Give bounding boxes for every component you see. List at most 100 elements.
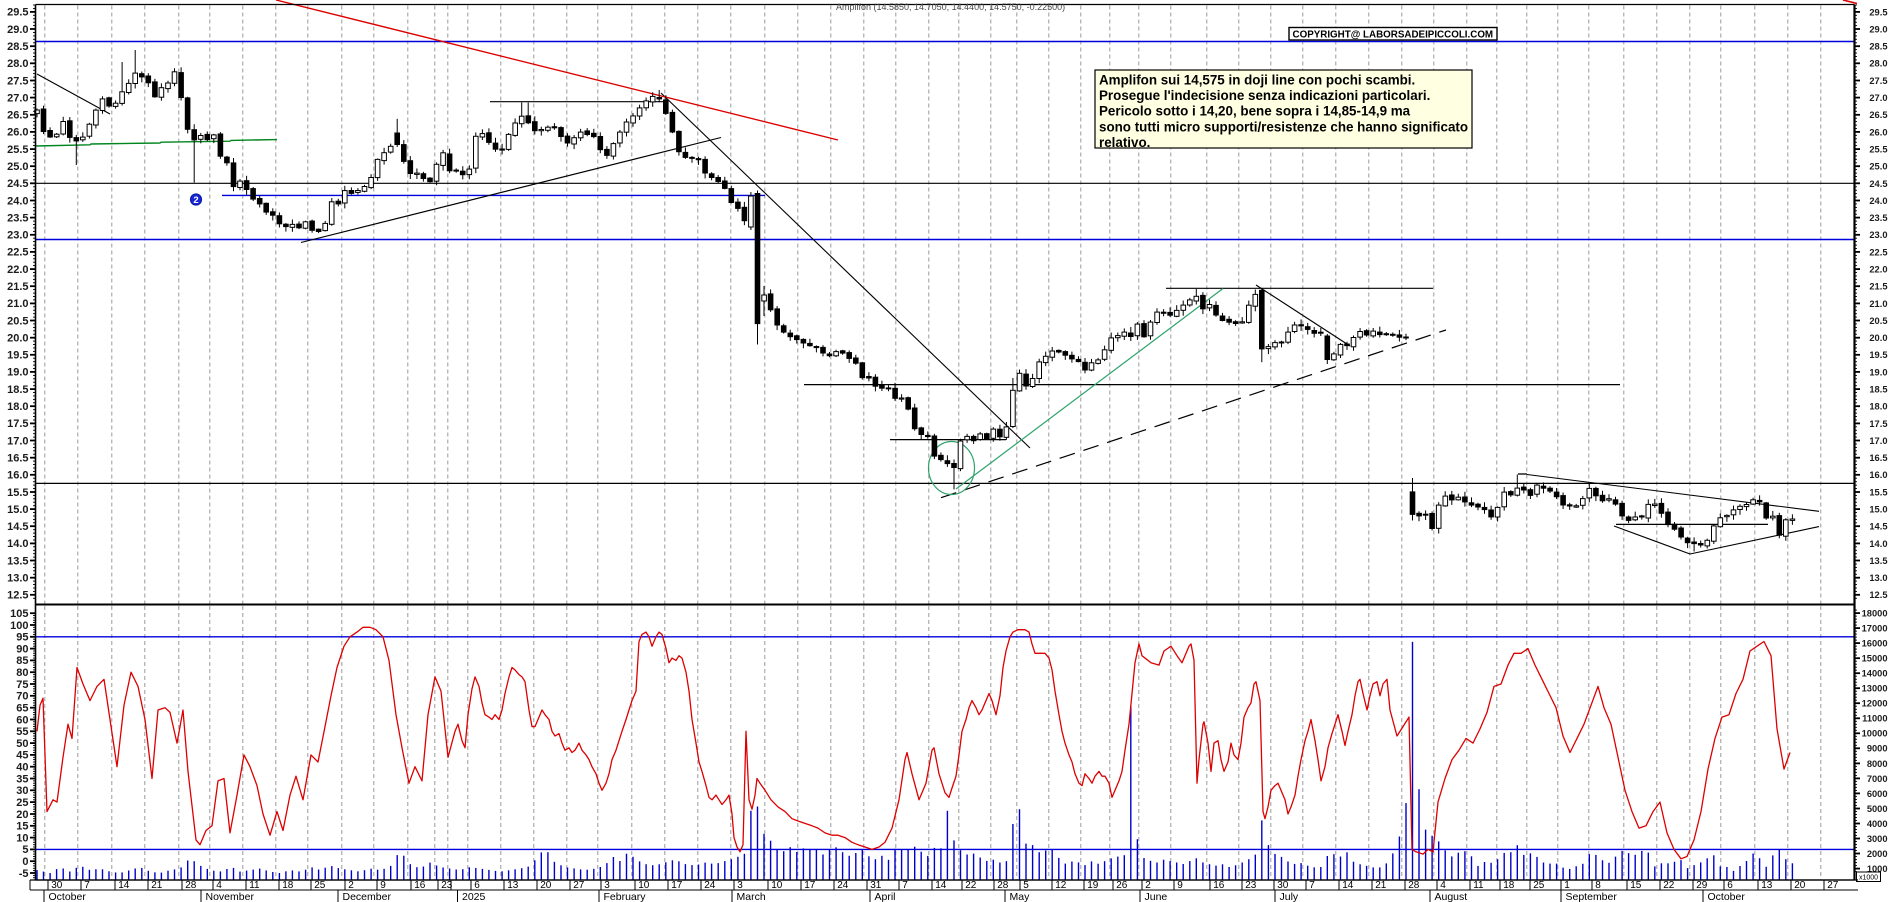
svg-text:25.5: 25.5: [7, 144, 28, 156]
svg-text:4: 4: [1440, 880, 1446, 891]
svg-text:5000: 5000: [1867, 804, 1888, 814]
svg-text:35: 35: [16, 773, 28, 785]
svg-text:17: 17: [671, 880, 683, 891]
svg-text:65: 65: [16, 703, 28, 715]
svg-text:15: 15: [16, 821, 28, 833]
svg-text:95: 95: [16, 632, 28, 644]
svg-text:28: 28: [997, 880, 1009, 891]
svg-text:30: 30: [51, 880, 63, 891]
svg-text:15.0: 15.0: [1869, 505, 1887, 515]
svg-text:28.5: 28.5: [1869, 42, 1887, 52]
svg-text:28: 28: [185, 880, 197, 891]
svg-text:16.5: 16.5: [1869, 453, 1887, 463]
svg-text:22.5: 22.5: [1869, 247, 1887, 257]
svg-text:26.5: 26.5: [1869, 110, 1887, 120]
svg-text:20: 20: [16, 809, 28, 821]
svg-text:21.0: 21.0: [7, 298, 28, 310]
svg-text:6: 6: [1727, 880, 1733, 891]
svg-text:5: 5: [22, 844, 28, 856]
svg-text:30: 30: [1277, 880, 1289, 891]
svg-text:21.0: 21.0: [1869, 299, 1887, 309]
svg-text:9: 9: [1177, 880, 1183, 891]
svg-text:21.5: 21.5: [1869, 282, 1887, 292]
svg-text:4: 4: [216, 880, 222, 891]
svg-text:17000: 17000: [1862, 624, 1888, 634]
svg-text:sono tutti micro supporti/resi: sono tutti micro supporti/resistenze che…: [1099, 119, 1468, 134]
svg-text:20.5: 20.5: [7, 315, 28, 327]
svg-text:6: 6: [474, 880, 480, 891]
svg-text:11: 11: [1473, 880, 1484, 891]
svg-text:29: 29: [1696, 880, 1708, 891]
svg-text:9000: 9000: [1867, 744, 1888, 754]
svg-text:25: 25: [1533, 880, 1545, 891]
svg-text:1: 1: [1564, 880, 1570, 891]
svg-text:7: 7: [902, 880, 908, 891]
svg-text:18.5: 18.5: [1869, 385, 1887, 395]
svg-text:10: 10: [638, 880, 650, 891]
svg-text:May: May: [1010, 891, 1031, 902]
svg-text:20: 20: [540, 880, 552, 891]
svg-text:x1000: x1000: [1859, 875, 1878, 882]
svg-text:3: 3: [604, 880, 610, 891]
svg-text:20.0: 20.0: [1869, 333, 1887, 343]
svg-text:6000: 6000: [1867, 789, 1888, 799]
svg-text:15: 15: [1630, 880, 1642, 891]
svg-text:25.0: 25.0: [1869, 162, 1887, 172]
svg-text:12000: 12000: [1862, 699, 1888, 709]
svg-text:Prosegue l'indecisione senza i: Prosegue l'indecisione senza indicazioni…: [1099, 88, 1430, 103]
svg-text:28: 28: [1408, 880, 1420, 891]
svg-text:8: 8: [1595, 880, 1601, 891]
svg-text:7000: 7000: [1867, 774, 1888, 784]
svg-text:12.5: 12.5: [7, 590, 28, 602]
svg-text:13000: 13000: [1862, 684, 1888, 694]
svg-text:22: 22: [965, 880, 977, 891]
svg-text:13: 13: [1761, 880, 1773, 891]
svg-text:25.5: 25.5: [1869, 145, 1887, 155]
svg-text:July: July: [1280, 891, 1299, 902]
svg-text:26.0: 26.0: [7, 127, 28, 139]
svg-text:14.0: 14.0: [7, 538, 28, 550]
svg-text:28.5: 28.5: [7, 41, 28, 53]
svg-text:80: 80: [16, 667, 28, 679]
svg-text:28.0: 28.0: [1869, 59, 1887, 69]
svg-text:23.0: 23.0: [1869, 230, 1887, 240]
svg-text:12: 12: [1055, 880, 1067, 891]
svg-text:60: 60: [16, 714, 28, 726]
svg-text:28.0: 28.0: [7, 58, 28, 70]
svg-text:October: October: [1708, 891, 1746, 902]
svg-text:29.0: 29.0: [7, 24, 28, 36]
svg-text:18: 18: [1503, 880, 1515, 891]
svg-text:50: 50: [16, 738, 28, 750]
svg-text:19.5: 19.5: [1869, 350, 1887, 360]
svg-text:24.5: 24.5: [1869, 179, 1887, 189]
svg-text:27.0: 27.0: [1869, 93, 1887, 103]
svg-text:75: 75: [16, 679, 28, 691]
svg-text:9: 9: [380, 880, 386, 891]
svg-text:17.0: 17.0: [1869, 436, 1887, 446]
svg-text:10000: 10000: [1862, 729, 1888, 739]
svg-text:22.5: 22.5: [7, 247, 28, 259]
svg-text:3000: 3000: [1867, 834, 1888, 844]
svg-text:Amplifon (14.5850, 14.7050, 14: Amplifon (14.5850, 14.7050, 14.4400, 14.…: [836, 2, 1065, 12]
svg-text:Amplifon sui 14,575 in doji li: Amplifon sui 14,575 in doji line con poc…: [1099, 73, 1415, 88]
svg-text:17.0: 17.0: [7, 435, 28, 447]
svg-text:2: 2: [1145, 880, 1151, 891]
svg-text:19.0: 19.0: [1869, 367, 1887, 377]
svg-text:February: February: [604, 891, 647, 902]
svg-text:Pericolo sotto i 14,20, bene s: Pericolo sotto i 14,20, bene sopra i 14,…: [1099, 104, 1411, 119]
svg-text:13.5: 13.5: [7, 555, 28, 567]
svg-text:25.0: 25.0: [7, 161, 28, 173]
svg-text:27.0: 27.0: [7, 92, 28, 104]
svg-text:August: August: [1435, 891, 1468, 902]
svg-text:15.5: 15.5: [7, 487, 28, 499]
svg-text:14: 14: [1342, 880, 1354, 891]
svg-text:December: December: [343, 891, 392, 902]
svg-text:18: 18: [282, 880, 294, 891]
svg-text:17: 17: [804, 880, 816, 891]
svg-text:7: 7: [1309, 880, 1315, 891]
svg-text:14.0: 14.0: [1869, 539, 1887, 549]
svg-text:16: 16: [1213, 880, 1225, 891]
svg-text:19: 19: [1087, 880, 1099, 891]
svg-text:25: 25: [16, 797, 28, 809]
svg-text:3: 3: [737, 880, 743, 891]
